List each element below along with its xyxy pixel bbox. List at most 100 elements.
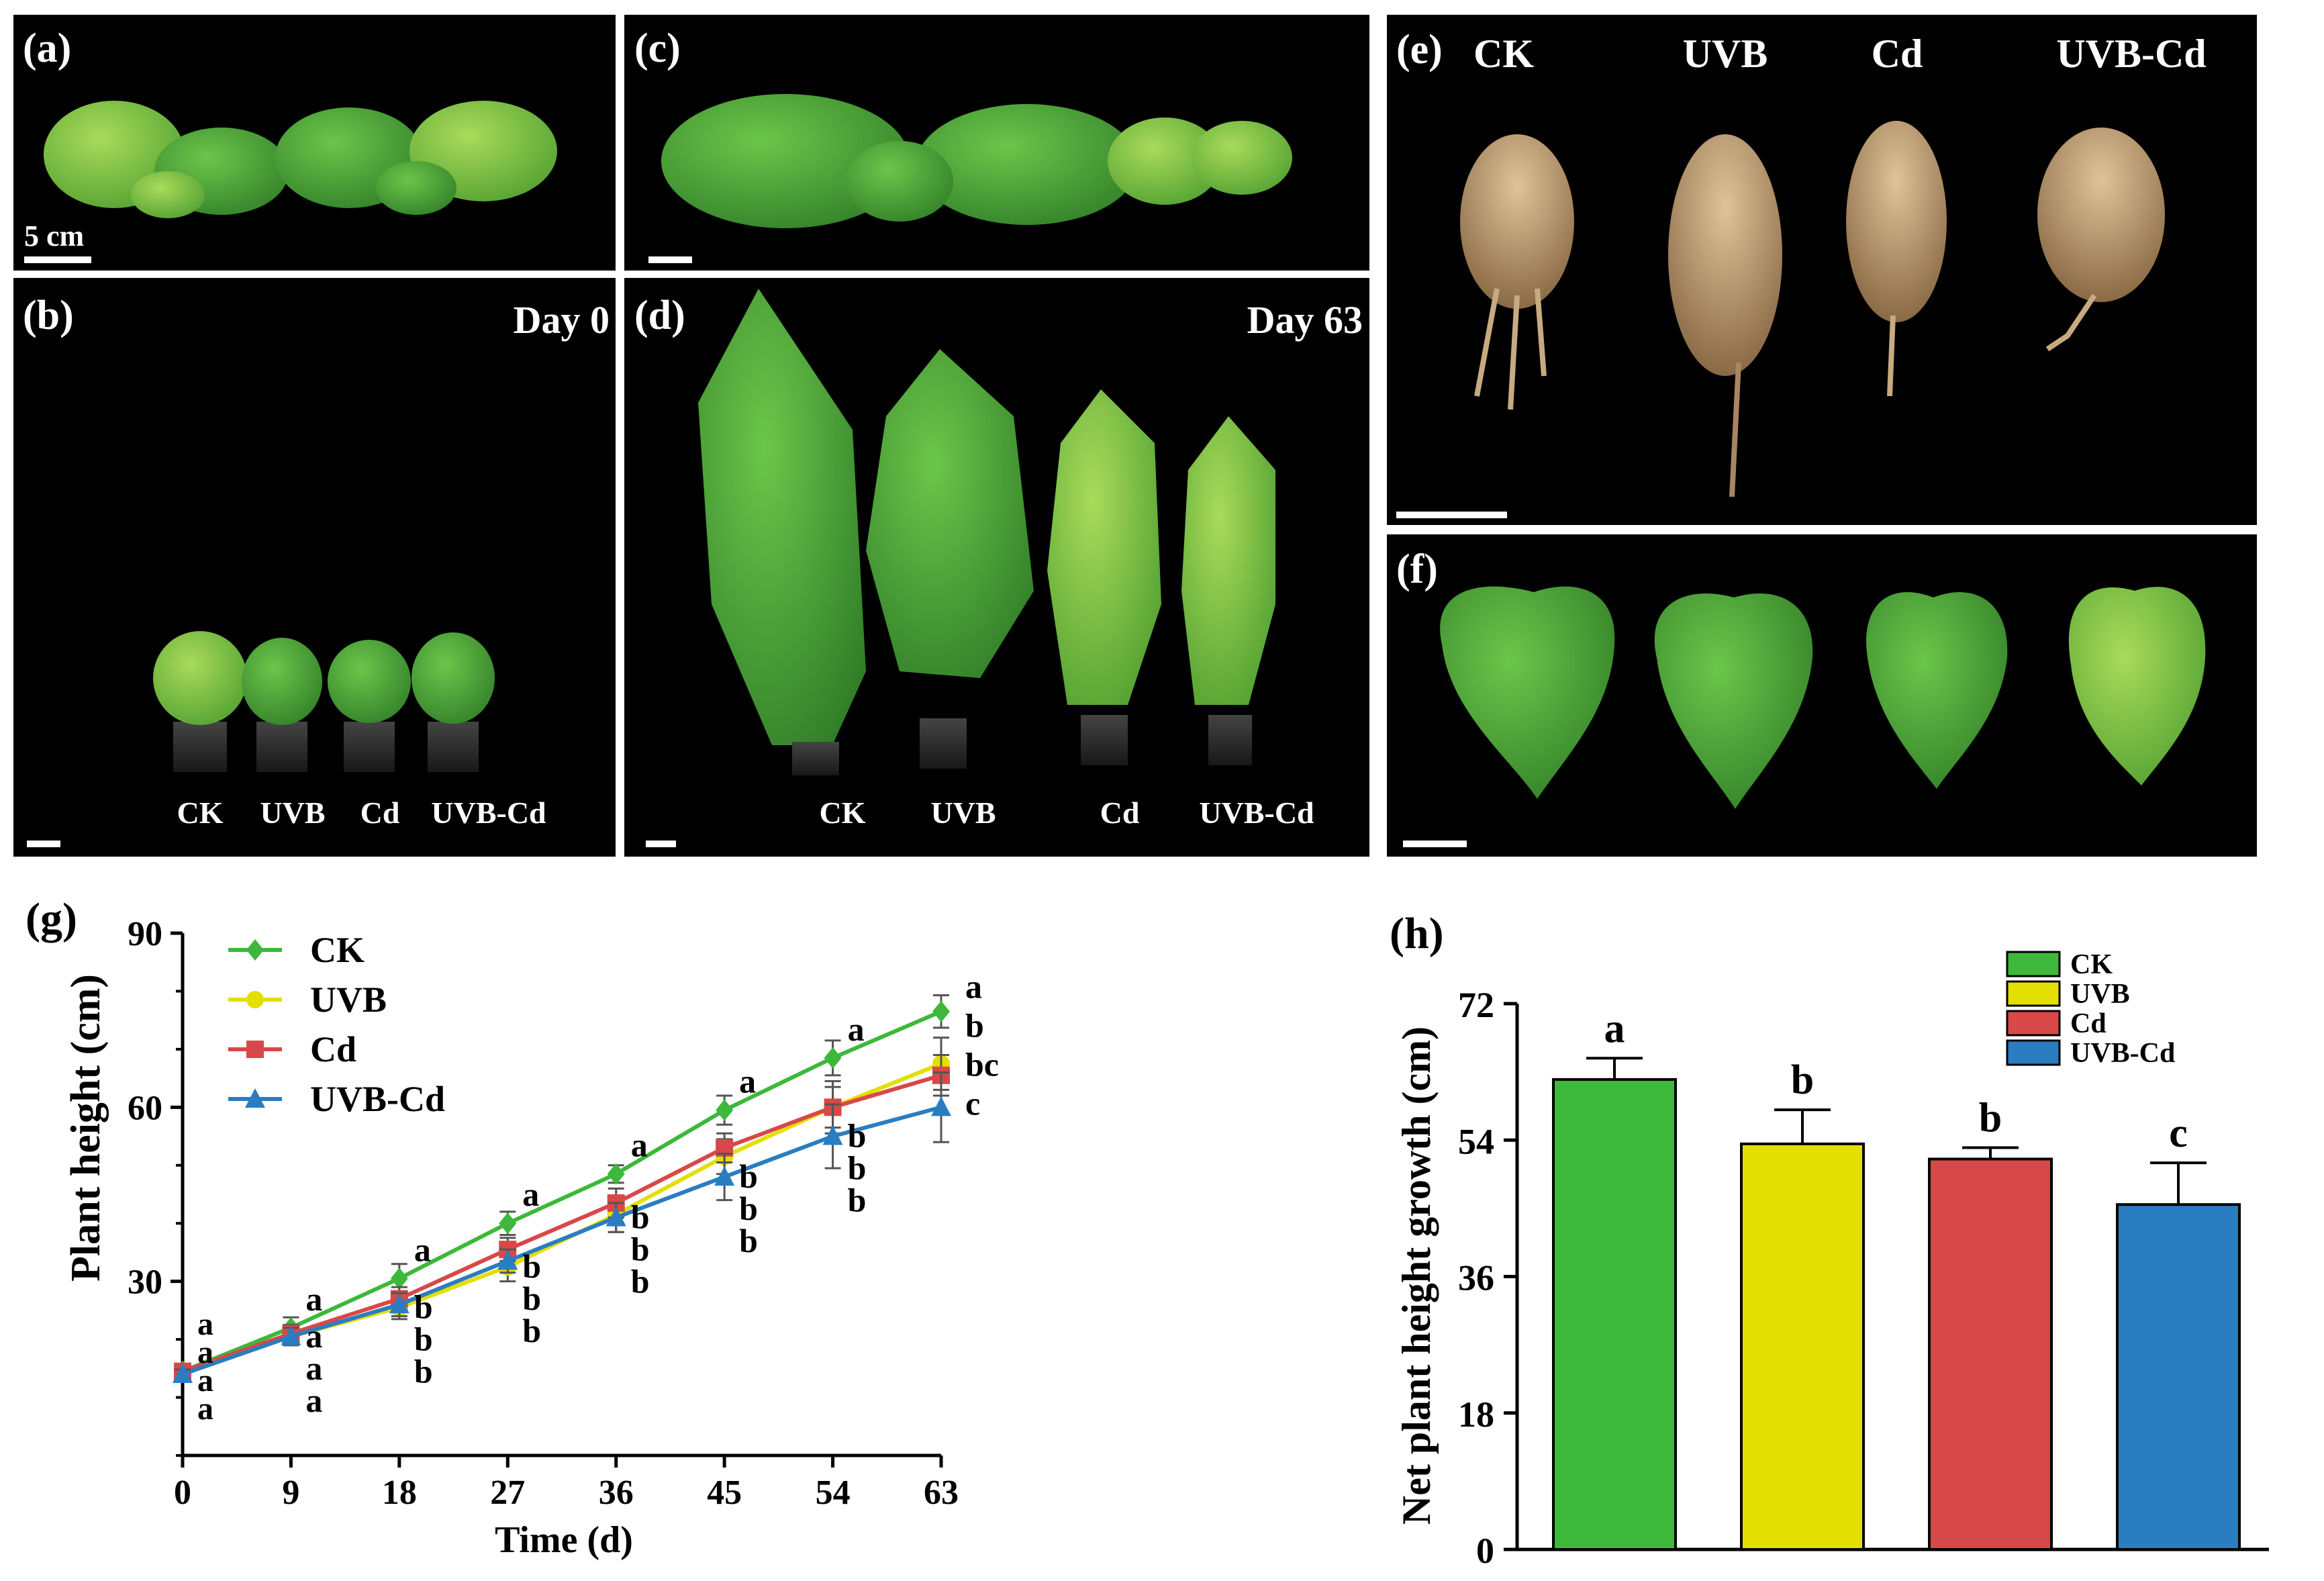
panel-h-bar-group-ck: a	[1552, 1006, 1677, 1551]
panel-h-label: (h)	[1390, 909, 1444, 958]
plant-uvb	[866, 349, 1034, 769]
panel-h-bar-chart: (h) Net plant height growth (cm) 0 18 36 54…	[1390, 909, 2269, 1571]
panel-f-scale-bar	[1403, 841, 1467, 847]
panel-g-letter: b	[739, 1222, 758, 1259]
panel-g-letter: b	[739, 1190, 758, 1227]
panel-g-line-cd	[182, 1073, 942, 1374]
panel-g-letter: a	[522, 1176, 539, 1213]
panel-g-letter: b	[414, 1288, 433, 1326]
panel-h-bar-uvb-cd	[2116, 1203, 2241, 1551]
panel-g-letter: a	[197, 1306, 213, 1342]
panel-h-legend-item-uvb: UVB	[2006, 979, 2130, 1010]
panel-e-group-uvb: UVB	[1683, 32, 1768, 76]
panel-g-x-axis-label: Time (d)	[495, 1519, 633, 1561]
panel-e-group-cd: Cd	[1872, 32, 1923, 76]
panel-h-y-axis-label: Net plant height growth (cm)	[1394, 1026, 1439, 1525]
panel-g-series	[173, 994, 951, 1383]
panel-g-letter: b	[522, 1312, 541, 1349]
plant-uvb-cd	[1181, 416, 1275, 765]
panel-a-scale-bar	[24, 256, 91, 263]
panel-g-legend: CK UVB Cd UVB-Cd	[228, 930, 445, 1119]
panel-h-y-tick-label: 0	[1476, 1531, 1494, 1571]
panel-g-point-uvb-cd	[606, 1206, 626, 1227]
panel-d-group-uvb-cd: UVB-Cd	[1199, 796, 1314, 830]
panel-g-label: (g)	[26, 894, 77, 943]
panel-f: (f)	[1387, 534, 2257, 857]
panel-c-label: (c)	[634, 26, 681, 71]
panel-g-line-chart: (g) Plant height (cm) Time (d) 30 60 90 0 9 1…	[26, 894, 999, 1561]
panel-g-legend-marker	[246, 1041, 264, 1058]
panel-g-point-uvb-cd	[389, 1294, 409, 1314]
panel-h-legend-label: UVB	[2070, 979, 2130, 1010]
panel-e-group-ck: CK	[1473, 32, 1534, 76]
panel-g-legend-item-uvb-cd: UVB-Cd	[228, 1079, 445, 1119]
panel-g-axes: 30 60 90 0 9 18 27 36 45 54 63	[128, 915, 959, 1512]
panel-h-bar-uvb	[1740, 1142, 1865, 1551]
panel-g-legend-label: UVB-Cd	[310, 1079, 445, 1119]
panel-g-letter: b	[848, 1182, 867, 1219]
panel-g-point-ck	[390, 1267, 408, 1290]
panel-g-x-tick-label: 9	[282, 1474, 299, 1512]
panel-g-point-ck	[932, 1000, 950, 1022]
panel-g-letter: a	[965, 968, 982, 1006]
panel-b-photo-seedlings	[153, 631, 495, 772]
panel-g-point-uvb-cd	[714, 1166, 735, 1186]
panel-g-point-uvb-cd	[173, 1363, 193, 1383]
panel-d: (d) Day 63 CK UVB Cd UVB-Cd	[624, 278, 1369, 857]
panel-g-letter: a	[414, 1231, 431, 1268]
plant-ck	[698, 289, 866, 775]
panel-h-legend-swatch	[2006, 1039, 2061, 1066]
panel-b-day: Day 0	[514, 298, 610, 342]
panel-g-legend-label: UVB	[310, 979, 387, 1020]
panel-g-legend-label: Cd	[310, 1029, 356, 1069]
panel-d-day: Day 63	[1247, 298, 1363, 342]
panel-g-point-ck	[607, 1163, 625, 1185]
panel-b-background	[13, 278, 616, 857]
panel-d-group-uvb: UVB	[930, 796, 996, 830]
panel-h-bar-group-uvb: b	[1740, 1057, 1865, 1551]
panel-g-legend-marker	[245, 1088, 265, 1108]
panel-h-legend-swatch	[2006, 951, 2061, 977]
panel-c-scale-bar	[648, 256, 692, 263]
panel-b-group-uvb: UVB	[260, 796, 325, 830]
panel-g-letter: a	[197, 1363, 213, 1398]
panel-d-label: (d)	[634, 293, 685, 338]
panel-g-y-axis-label: Plant height (cm)	[63, 974, 109, 1282]
panel-g-letter: a	[305, 1349, 322, 1387]
panel-h-bars: a b b c	[1552, 1006, 2241, 1551]
panel-g-letter: b	[522, 1280, 541, 1317]
panel-g-y-tick-label: 30	[128, 1263, 162, 1302]
panel-g-letter: b	[631, 1231, 650, 1268]
panel-g-point-ck	[824, 1047, 842, 1069]
panel-g-line-ck	[181, 1009, 942, 1374]
panel-g-x-tick-label: 63	[924, 1474, 959, 1512]
panel-g-letter: a	[305, 1382, 322, 1419]
panel-b-label: (b)	[23, 293, 74, 338]
panel-h-y-tick-label: 18	[1458, 1394, 1494, 1435]
panel-g-letter: b	[739, 1157, 758, 1195]
panel-d-scale-bar	[646, 841, 676, 847]
panel-g-letter: b	[414, 1321, 433, 1358]
panel-g-letter: b	[848, 1117, 867, 1155]
panel-g-x-tick-label: 45	[707, 1474, 742, 1512]
panel-g-legend-marker	[246, 939, 264, 961]
panel-b-group-uvb-cd: UVB-Cd	[431, 796, 546, 830]
panel-g-letter: a	[305, 1280, 322, 1318]
panel-g-letter: a	[305, 1317, 322, 1355]
panel-e-scale-bar	[1396, 512, 1507, 518]
panel-e-label: (e)	[1396, 27, 1443, 73]
panel-g-letter: c	[965, 1085, 980, 1122]
panel-h-bar-group-uvb-cd: c	[2116, 1110, 2241, 1551]
panel-g-letter: a	[848, 1010, 865, 1048]
panel-f-label: (f)	[1396, 546, 1438, 592]
panel-c: (c)	[624, 15, 1369, 271]
panel-g-line-uvb-cd	[182, 1105, 942, 1376]
panel-f-photo-leaves	[1440, 586, 2206, 809]
panel-h-bar-cd	[1928, 1157, 2053, 1551]
panel-h-legend-item-cd: Cd	[2006, 1008, 2107, 1039]
panel-h-legend-swatch	[2006, 980, 2061, 1007]
panel-h-legend-swatch	[2006, 1010, 2061, 1037]
panel-h-y-tick-label: 54	[1458, 1121, 1494, 1161]
panel-h-letter: c	[2169, 1110, 2188, 1156]
